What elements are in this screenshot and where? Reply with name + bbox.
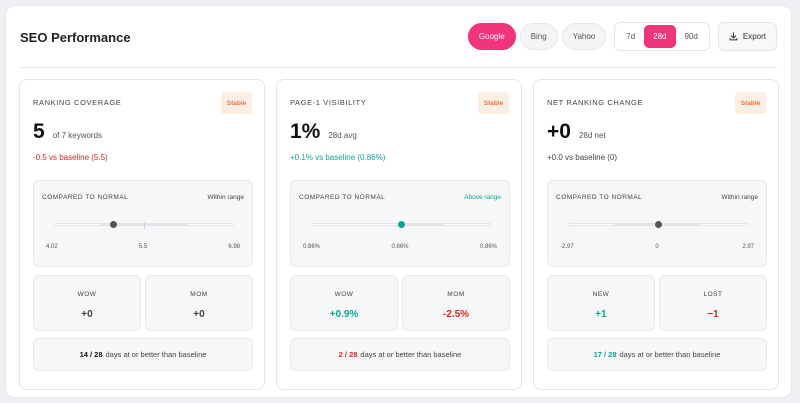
days-text: days at or better than baseline [619,350,721,359]
card-label: RANKING COVERAGE [33,98,122,107]
export-label: Export [742,32,766,41]
range-90d-button[interactable]: 90d [684,32,698,41]
range-28d-button[interactable]: 28d [644,25,676,48]
scale-mid: 5.5 [138,244,148,250]
compared-to-normal: COMPARED TO NORMAL Within range 4.02 5.5… [33,180,253,267]
scale-max: 0.86% [479,244,497,250]
metric-value: +0 [547,120,571,143]
card-ranking-coverage: RANKING COVERAGE Stable 5 of 7 keywords … [19,79,265,390]
normal-status: Above range [464,194,501,201]
days-count: 17 / 28 [593,350,617,359]
status-badge: Stable [478,92,509,114]
metric-subtext: of 7 keywords [52,131,103,140]
scale-min: 4.02 [46,244,58,250]
normal-heading: COMPARED TO NORMAL [42,194,129,201]
mini-value: +1 [595,309,607,320]
header-divider [20,67,777,68]
scale-max: 6.98 [228,244,240,250]
mini-label: WOW [334,291,354,298]
metric-value-row: 5 of 7 keywords [33,120,102,144]
mini-value: -2.5% [442,309,470,320]
mini-label: NEW [592,291,610,298]
engine-bing-button[interactable]: Bing [519,23,558,50]
wow-box: WOW +0 [33,275,141,331]
page-title: SEO Performance [20,30,131,45]
new-box: NEW +1 [547,275,655,331]
baseline-days-summary: 14 / 28 days at or better than baseline [33,338,253,371]
baseline-delta: +0.1% vs baseline (0.86%) [290,153,386,162]
baseline-days-summary: 17 / 28 days at or better than baseline [547,338,767,371]
days-text: days at or better than baseline [360,350,462,359]
days-count: 2 / 28 [338,350,358,359]
scale-min: 0.86% [303,244,321,250]
metric-value-row: 1% 28d avg [290,120,357,144]
range-track [54,221,234,229]
scale-mid: 0.86% [391,244,409,250]
scale-min: -2.97 [560,244,574,250]
mini-value: −1 [707,309,719,320]
mini-label: MOM [447,291,465,298]
current-marker [397,221,405,228]
card-label: PAGE-1 VISIBILITY [290,98,367,107]
mini-label: LOST [703,291,723,298]
metric-value-row: +0 28d net [547,120,606,144]
metric-subtext: 28d avg [328,131,357,140]
compared-to-normal: COMPARED TO NORMAL Within range -2.97 0 … [547,180,767,267]
status-badge: Stable [221,92,252,114]
engine-yahoo-button[interactable]: Yahoo [561,23,607,50]
scale-mid: 0 [655,244,659,250]
normal-heading: COMPARED TO NORMAL [299,194,386,201]
days-text: days at or better than baseline [105,350,207,359]
card-page1-visibility: PAGE-1 VISIBILITY Stable 1% 28d avg +0.1… [276,79,522,390]
mini-label: MOM [190,291,208,298]
baseline-delta: +0.0 vs baseline (0) [547,153,618,162]
lost-box: LOST −1 [659,275,767,331]
normal-status: Within range [721,194,759,201]
seo-performance-panel: SEO Performance Google Bing Yahoo 7d 28d… [5,5,792,398]
card-net-ranking-change: NET RANKING CHANGE Stable +0 28d net +0.… [533,79,779,390]
mini-value: +0.9% [329,309,359,320]
download-icon [729,32,738,41]
normal-status: Within range [207,194,245,201]
mini-value: +0 [81,309,93,320]
scale-max: 2.97 [742,244,754,250]
current-marker [110,221,118,228]
baseline-tick [144,222,145,229]
range-track [311,221,491,229]
card-label: NET RANKING CHANGE [547,98,644,107]
export-button[interactable]: Export [717,22,777,51]
toolbar: Google Bing Yahoo 7d 28d 90d Export [464,22,777,51]
range-track [568,221,748,229]
current-marker [654,221,662,228]
baseline-days-summary: 2 / 28 days at or better than baseline [290,338,510,371]
mom-box: MOM +0 [145,275,253,331]
mini-label: WOW [77,291,97,298]
metric-subtext: 28d net [578,131,606,140]
metric-value: 1% [290,120,321,143]
normal-heading: COMPARED TO NORMAL [556,194,643,201]
status-badge: Stable [735,92,766,114]
range-selector: 7d 28d 90d [614,22,710,51]
days-count: 14 / 28 [79,350,103,359]
compared-to-normal: COMPARED TO NORMAL Above range 0.86% 0.8… [290,180,510,267]
mom-box: MOM -2.5% [402,275,510,331]
mini-value: +0 [193,309,205,320]
normal-band [401,224,444,225]
engine-google-button[interactable]: Google [467,23,516,50]
range-7d-button[interactable]: 7d [626,32,636,41]
metric-value: 5 [33,120,45,143]
baseline-delta: -0.5 vs baseline (5.5) [33,153,108,162]
wow-box: WOW +0.9% [290,275,398,331]
